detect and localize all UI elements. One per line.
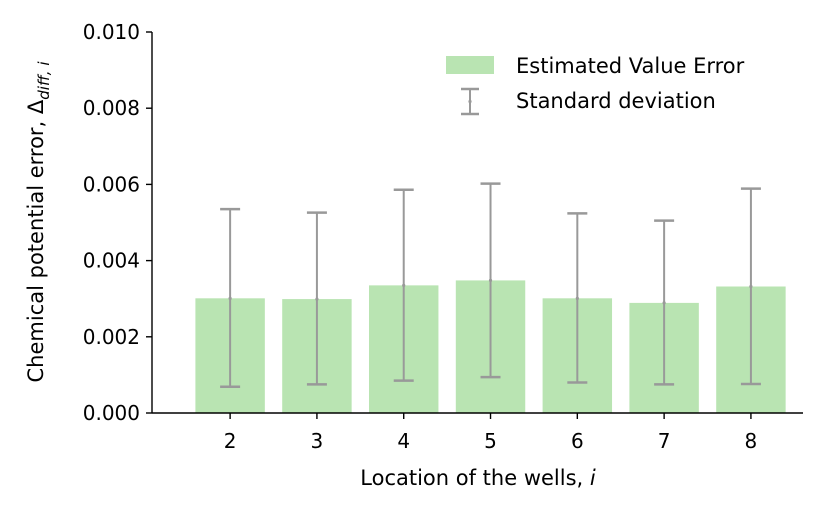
y-tick-label-5: 0.010 [83, 20, 140, 44]
errorbar-center-8 [749, 284, 753, 289]
y-axis-label: Chemical potential error, Δdiff, i [24, 61, 53, 383]
y-axis-label-main: Chemical potential error, Δ [24, 99, 48, 382]
y-tick-label-4: 0.008 [83, 96, 140, 120]
x-axis-label: Location of the wells, i [360, 466, 596, 490]
x-tick-label-6: 6 [571, 429, 584, 453]
x-tick-label-7: 7 [658, 429, 671, 453]
errorbar-center-3 [315, 297, 319, 301]
errorbar-center-7 [662, 301, 666, 305]
legend-errorbar-icon [461, 87, 479, 116]
legend-errorbar-center [468, 99, 472, 104]
legend-label-stddev: Standard deviation [516, 89, 716, 113]
x-tick-label-8: 8 [745, 429, 758, 453]
x-tick-label-4: 4 [397, 429, 410, 453]
y-tick-label-1: 0.002 [83, 325, 140, 349]
y-tick-label-0: 0.000 [83, 401, 140, 425]
errorbar-center-4 [402, 283, 406, 287]
errorbar-center-2 [228, 296, 232, 300]
errorbar-center-5 [488, 278, 493, 283]
x-tick-label-5: 5 [484, 429, 497, 453]
y-axis-label-sub: diff, i [35, 61, 53, 100]
y-tick-label-2: 0.004 [83, 249, 140, 273]
legend-swatch-estimated [446, 56, 494, 74]
legend-label-estimated: Estimated Value Error [516, 54, 745, 78]
y-ticks: 0.000 0.002 0.004 0.006 0.008 0.010 [83, 20, 152, 425]
x-axis-label-main: Location of the wells, [360, 466, 590, 490]
y-tick-label-3: 0.006 [83, 172, 140, 196]
error-bar-group [220, 182, 761, 388]
x-axis-label-var: i [590, 466, 596, 490]
errorbar-center-6 [575, 296, 579, 300]
legend: Estimated Value Error Standard deviation [446, 54, 745, 116]
x-tick-label-2: 2 [224, 429, 237, 453]
x-ticks: 2 3 4 5 6 7 8 [224, 413, 758, 453]
x-tick-label-3: 3 [311, 429, 324, 453]
